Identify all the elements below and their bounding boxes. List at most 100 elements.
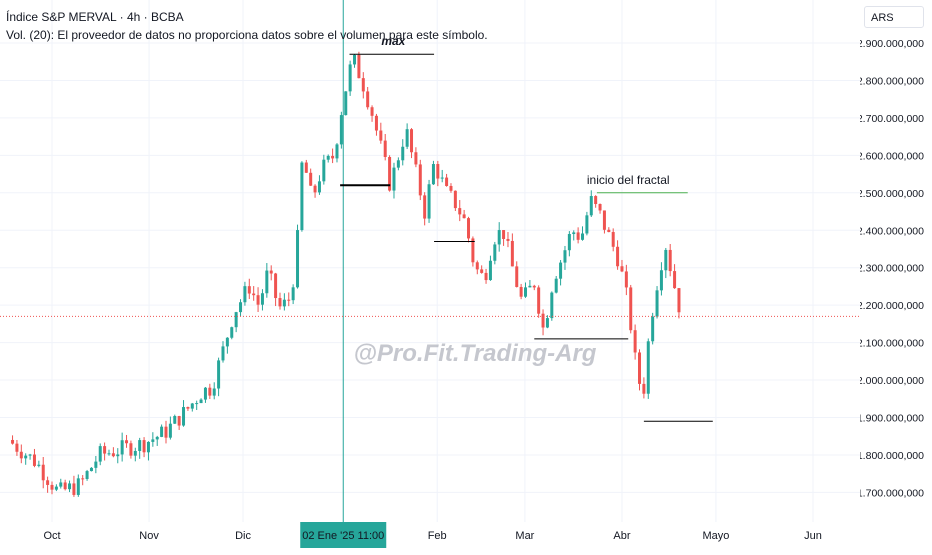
candle-body [133, 450, 137, 456]
candle-body [59, 482, 63, 487]
candle-body [515, 266, 519, 287]
candle-body [129, 443, 133, 456]
candle-body [388, 156, 392, 191]
candle-body [309, 172, 313, 186]
candle-body [642, 383, 646, 394]
candle-body [646, 341, 650, 394]
candle-body [291, 287, 295, 301]
candle-body [607, 229, 611, 233]
candle-body [357, 54, 361, 79]
time-tick-label: Mayo [702, 530, 729, 542]
candle-body [633, 330, 637, 353]
candle-body [537, 287, 541, 314]
candle-body [11, 439, 15, 444]
candle-body [418, 164, 422, 196]
candle-body [453, 190, 457, 209]
time-tick-label: Abr [613, 530, 630, 542]
candle-body [339, 115, 343, 145]
candle-body [37, 464, 41, 466]
candle-body [256, 295, 260, 305]
candle-body [344, 91, 348, 116]
chart-area[interactable]: max inicio del fractal @Pro.Fit.Trading-Ar… [0, 0, 860, 522]
candle-body [103, 446, 107, 454]
candle-body [317, 181, 321, 193]
candle-body [335, 144, 339, 159]
annotation-label: max [381, 34, 406, 48]
candle-body [76, 478, 80, 495]
candle-body [32, 454, 36, 466]
candle-body [475, 262, 479, 270]
candle-body [510, 240, 514, 267]
watermark: @Pro.Fit.Trading-Arg [354, 340, 597, 367]
candle-body [598, 204, 602, 211]
candle-body [563, 250, 567, 263]
candle-body [326, 155, 330, 160]
candle-body [348, 64, 352, 92]
candle-body [423, 195, 427, 219]
candle-body [467, 218, 471, 239]
candle-body [616, 246, 620, 267]
candle-body [155, 436, 159, 440]
candle-body [125, 440, 129, 444]
candle-body [164, 426, 168, 438]
candle-body [545, 318, 549, 328]
candle-body [458, 208, 462, 215]
candle-body [85, 471, 89, 479]
candle-body [677, 288, 681, 313]
candle-body [480, 269, 484, 273]
currency-selector[interactable]: ARS [864, 6, 924, 28]
candle-body [168, 423, 172, 438]
price-chart[interactable]: max inicio del fractal @Pro.Fit.Trading-Ar… [0, 0, 860, 522]
chart-title: Índice S&P MERVAL · 4h · BCBA [6, 10, 184, 24]
candle-body [664, 249, 668, 271]
candle-body [673, 271, 677, 289]
candle-body [322, 159, 326, 182]
candle-body [488, 260, 492, 281]
candle-body [221, 346, 225, 361]
price-tick-label: 1.900.000,000 [860, 413, 924, 425]
crosshair-time-box [300, 522, 387, 548]
candle-body [396, 160, 400, 168]
candle-body [304, 162, 308, 173]
candle-body [252, 293, 256, 296]
candle-body [427, 184, 431, 219]
candle-body [554, 278, 558, 293]
candle-body [300, 162, 304, 231]
time-tick-label: Jun [804, 530, 822, 542]
candle-body [484, 272, 488, 281]
candle-body [190, 403, 194, 409]
candle-body [624, 271, 628, 288]
volume-note: Vol. (20): El proveedor de datos no prop… [6, 28, 488, 42]
time-tick-label: Mar [515, 530, 534, 542]
price-tick-label: 2.500.000,000 [860, 188, 924, 200]
time-axis[interactable]: Oct Nov Dic Feb Mar Abr Mayo Jun 02 Ene '25 11:0… [0, 522, 860, 550]
candle-body [383, 140, 387, 157]
candle-body [559, 262, 563, 279]
candle-body [199, 399, 203, 404]
candle-body [208, 387, 212, 396]
candle-body [331, 155, 335, 159]
candle-body [81, 478, 85, 480]
candle-body [225, 337, 229, 347]
candle-body [594, 196, 598, 205]
price-tick-label: 1.700.000,000 [860, 487, 924, 499]
candle-body [63, 482, 67, 490]
candle-body [361, 78, 365, 92]
candle-body [589, 196, 593, 216]
price-tick-label: 2.400.000,000 [860, 225, 924, 237]
annotation-label: inicio del fractal [587, 173, 670, 187]
candle-body [89, 467, 93, 472]
candle-body [15, 443, 19, 452]
candle-body [602, 210, 606, 230]
price-tick-label: 2.000.000,000 [860, 375, 924, 387]
candle-body [111, 453, 115, 457]
candle-body [203, 387, 207, 400]
candle-body [230, 327, 234, 338]
candle-body [116, 454, 120, 457]
candle-body [541, 313, 545, 328]
price-axis[interactable]: 2.900.000,000 2.800.000,000 2.700.000,000 2… [857, 0, 932, 550]
candle-body [72, 483, 76, 495]
candle-body [353, 54, 357, 65]
candle-body [572, 232, 576, 235]
candle-body [212, 388, 216, 396]
